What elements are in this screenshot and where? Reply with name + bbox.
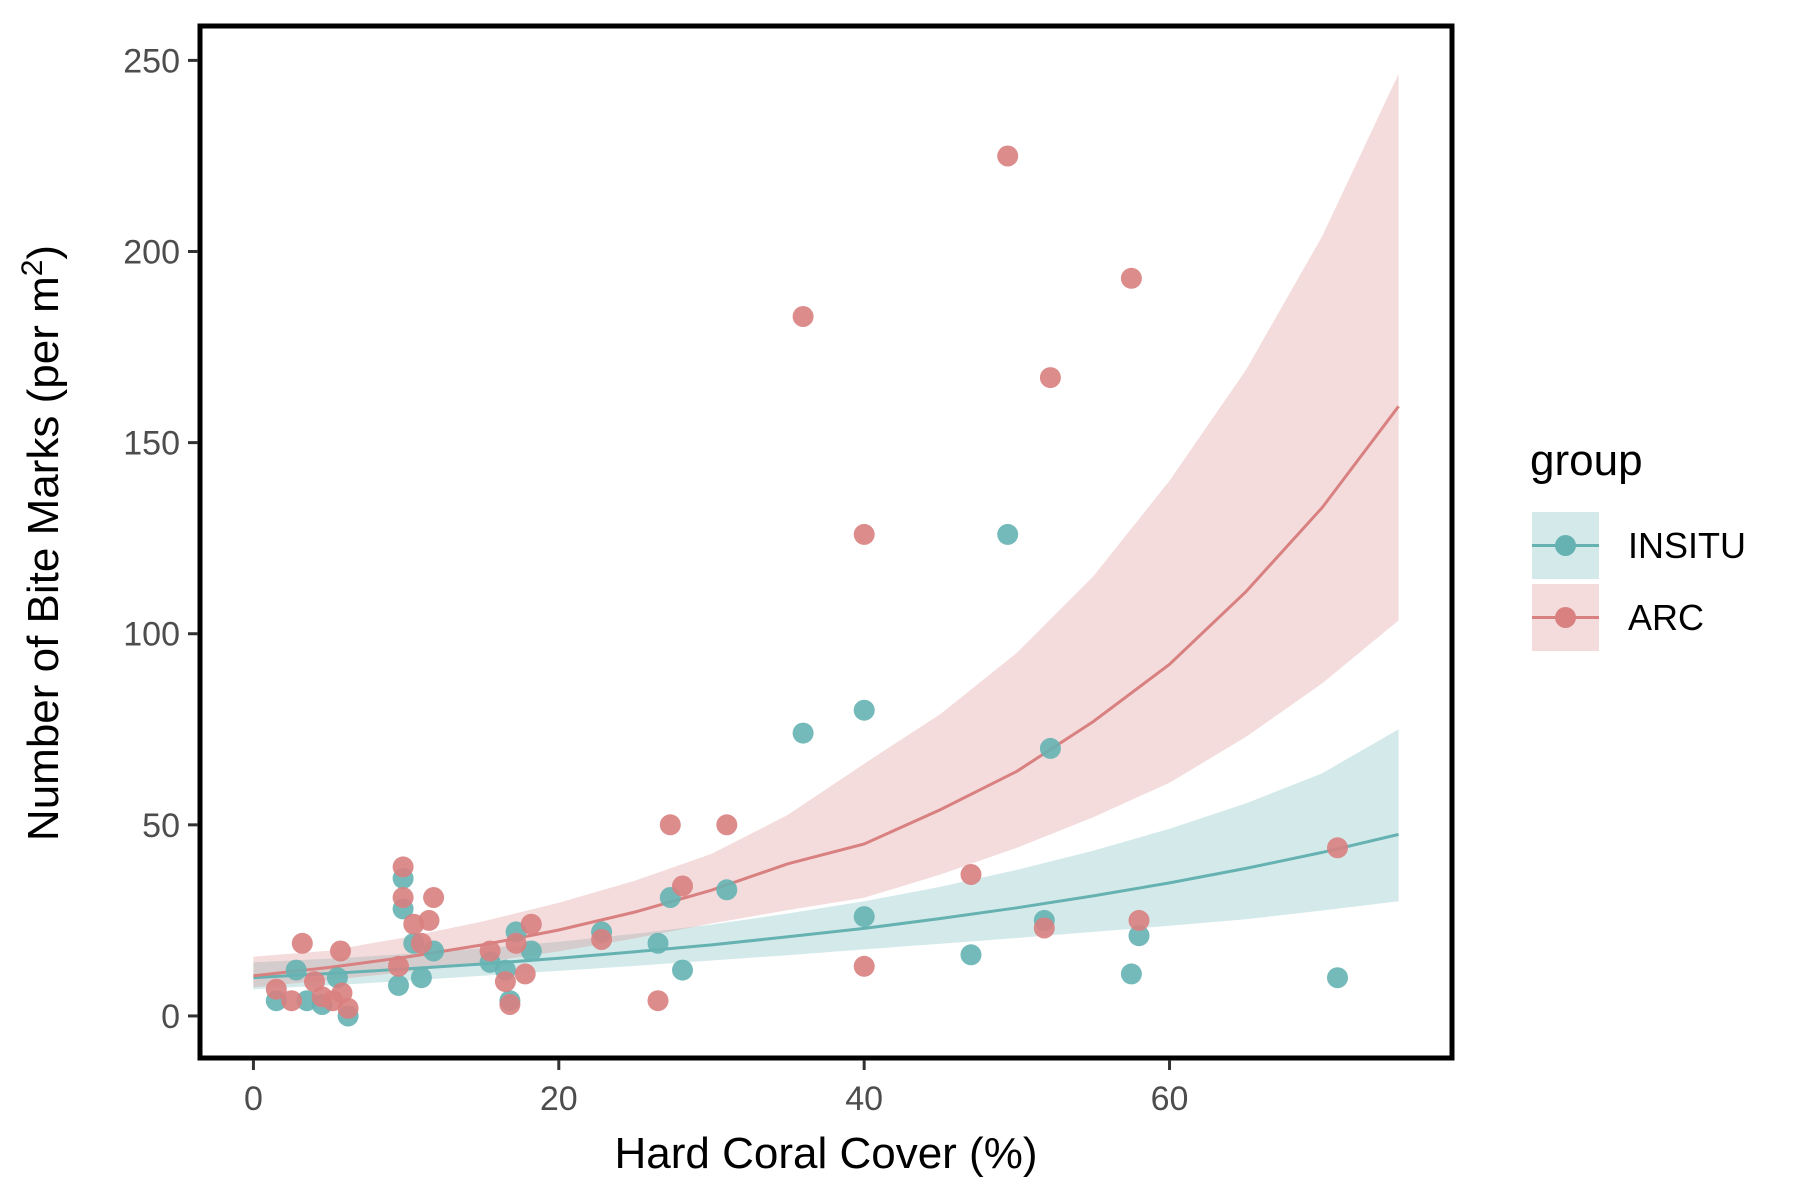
- data-point-arc: [479, 940, 501, 962]
- data-point-insitu: [1128, 925, 1150, 947]
- data-point-arc: [960, 864, 982, 885]
- confidence-band-insitu: [253, 729, 1399, 990]
- fit-line-insitu: [253, 832, 1399, 980]
- y-axis: 0 50 100 150 200 250: [123, 42, 198, 1036]
- data-point-arc: [392, 856, 414, 878]
- data-point-arc: [1120, 267, 1142, 289]
- data-point-arc: [1039, 367, 1061, 389]
- data-point-insitu: [285, 959, 307, 981]
- data-point-insitu: [997, 523, 1019, 545]
- data-point-arc: [330, 940, 351, 962]
- data-point-arc: [418, 909, 440, 931]
- data-point-arc: [291, 932, 313, 954]
- data-point-insitu: [792, 722, 814, 744]
- y-tick-label: 0: [161, 998, 180, 1036]
- data-point-arc: [514, 963, 536, 985]
- data-point-arc: [997, 145, 1019, 167]
- data-point-arc: [1128, 909, 1150, 931]
- data-point-arc: [388, 955, 409, 977]
- data-point-insitu: [853, 906, 875, 928]
- legend-key-point: [1555, 535, 1576, 556]
- y-axis-title-suffix: ): [19, 245, 68, 260]
- y-axis-title-group: Number of Bite Marks (per m2): [16, 245, 68, 841]
- data-point-arc: [392, 887, 414, 908]
- legend-item-insitu: INSITU: [1532, 512, 1746, 579]
- data-point-insitu: [960, 944, 982, 966]
- confidence-bands: [253, 73, 1399, 990]
- x-axis-title: Hard Coral Cover (%): [615, 1129, 1038, 1178]
- data-point-arc: [423, 887, 445, 908]
- y-axis-title-main: Number of Bite Marks (per m: [19, 276, 68, 841]
- y-axis-title-superscript: 2: [16, 260, 49, 277]
- legend: group INSITU ARC: [1530, 436, 1746, 651]
- data-point-arc: [659, 814, 681, 836]
- data-point-arc: [1327, 837, 1348, 859]
- data-point-insitu: [716, 879, 738, 901]
- fitted-lines: [253, 405, 1400, 980]
- data-point-arc: [520, 913, 542, 935]
- x-tick-label: 60: [1151, 1080, 1189, 1118]
- data-point-arc: [265, 978, 287, 1000]
- plot-panel-border: [197, 23, 1455, 1061]
- data-point-arc: [494, 971, 516, 993]
- data-point-arc: [505, 932, 527, 954]
- data-point-arc: [672, 875, 693, 897]
- legend-items: INSITU ARC: [1532, 512, 1746, 651]
- data-point-arc: [410, 932, 432, 954]
- data-point-insitu: [1120, 963, 1142, 985]
- y-axis-title: Number of Bite Marks (per m2): [16, 245, 68, 841]
- legend-label: INSITU: [1628, 525, 1746, 566]
- legend-key-point: [1555, 607, 1576, 628]
- legend-title: group: [1530, 436, 1643, 485]
- data-points: [265, 145, 1348, 1027]
- legend-label: ARC: [1628, 597, 1704, 638]
- data-point-arc: [499, 994, 521, 1015]
- x-axis: 0 20 40 60: [244, 1060, 1188, 1118]
- data-point-arc: [281, 990, 303, 1012]
- data-point-insitu: [388, 974, 409, 996]
- data-point-arc: [591, 929, 613, 950]
- x-tick-label: 20: [540, 1080, 578, 1118]
- data-point-insitu: [1039, 737, 1061, 759]
- confidence-band-arc: [253, 73, 1399, 988]
- x-tick-label: 40: [845, 1080, 883, 1118]
- y-tick-label: 50: [142, 807, 180, 845]
- data-point-insitu: [647, 932, 669, 954]
- data-point-arc: [647, 990, 669, 1012]
- data-point-arc: [792, 306, 814, 327]
- data-point-insitu: [410, 967, 432, 989]
- data-point-insitu: [1327, 967, 1348, 989]
- legend-item-arc: ARC: [1532, 584, 1704, 651]
- x-tick-label: 0: [244, 1080, 263, 1118]
- y-tick-label: 200: [123, 234, 180, 272]
- data-point-arc: [1033, 917, 1055, 939]
- data-point-insitu: [672, 959, 693, 981]
- data-point-arc: [853, 955, 875, 977]
- data-point-arc: [853, 523, 875, 545]
- y-tick-label: 150: [123, 425, 180, 463]
- y-tick-label: 250: [123, 42, 180, 80]
- data-point-arc: [337, 997, 359, 1019]
- y-tick-label: 100: [123, 616, 180, 654]
- data-point-arc: [716, 814, 738, 836]
- data-point-insitu: [853, 699, 875, 721]
- fit-line-arc: [253, 405, 1400, 978]
